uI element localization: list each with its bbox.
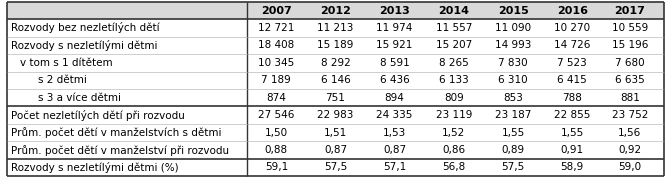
Text: 1,50: 1,50 (265, 128, 288, 138)
Text: 2014: 2014 (438, 6, 469, 15)
Text: 1,51: 1,51 (324, 128, 347, 138)
Text: 1,52: 1,52 (442, 128, 466, 138)
Text: 809: 809 (444, 93, 464, 103)
Text: 23 119: 23 119 (435, 110, 472, 120)
Text: Počet nezletílých dětí při rozvodu: Počet nezletílých dětí při rozvodu (11, 110, 185, 121)
Text: 23 752: 23 752 (611, 110, 648, 120)
Text: 18 408: 18 408 (258, 40, 295, 50)
Text: 15 196: 15 196 (611, 40, 648, 50)
Text: 2012: 2012 (320, 6, 351, 15)
Text: Rozvody bez nezletílých dětí: Rozvody bez nezletílých dětí (11, 22, 159, 33)
Text: 11 557: 11 557 (435, 23, 472, 33)
Text: 11 213: 11 213 (317, 23, 354, 33)
Text: 0,87: 0,87 (383, 145, 406, 155)
Text: 10 270: 10 270 (554, 23, 590, 33)
Text: 751: 751 (325, 93, 346, 103)
Text: 7 523: 7 523 (558, 58, 587, 68)
Bar (7, 141, 664, 159)
Text: 7 680: 7 680 (615, 58, 645, 68)
Bar (7, 89, 664, 106)
Text: 881: 881 (620, 93, 639, 103)
Text: 6 146: 6 146 (321, 75, 350, 85)
Text: 0,92: 0,92 (618, 145, 641, 155)
Text: Rozvody s nezletílými dětmi: Rozvody s nezletílými dětmi (11, 40, 157, 51)
Text: s 3 a více dětmi: s 3 a více dětmi (38, 93, 121, 103)
Text: 7 189: 7 189 (262, 75, 291, 85)
Text: v tom s 1 dítětem: v tom s 1 dítětem (20, 58, 113, 68)
Bar (7, 37, 664, 54)
Text: 58,9: 58,9 (560, 163, 584, 172)
Text: 14 726: 14 726 (554, 40, 590, 50)
Bar (7, 72, 664, 89)
Text: 6 133: 6 133 (439, 75, 469, 85)
Text: 2015: 2015 (498, 6, 529, 15)
Text: 2013: 2013 (379, 6, 410, 15)
Bar (7, 54, 664, 72)
Text: 874: 874 (266, 93, 287, 103)
Text: 12 721: 12 721 (258, 23, 295, 33)
Text: 23 187: 23 187 (495, 110, 531, 120)
Text: 8 292: 8 292 (321, 58, 350, 68)
Text: 10 559: 10 559 (612, 23, 648, 33)
Text: 2017: 2017 (615, 6, 646, 15)
Text: 59,0: 59,0 (618, 163, 641, 172)
Text: 1,55: 1,55 (560, 128, 584, 138)
Text: 6 635: 6 635 (615, 75, 645, 85)
Text: 6 415: 6 415 (558, 75, 587, 85)
Text: 0,89: 0,89 (501, 145, 525, 155)
Text: 57,5: 57,5 (324, 163, 347, 172)
Text: 7 830: 7 830 (499, 58, 528, 68)
Text: 8 265: 8 265 (439, 58, 469, 68)
Text: 11 090: 11 090 (495, 23, 531, 33)
Text: 6 436: 6 436 (380, 75, 409, 85)
Text: 57,1: 57,1 (383, 163, 407, 172)
Text: 2007: 2007 (261, 6, 292, 15)
Text: Prům. počet dětí v manželství při rozvodu: Prům. počet dětí v manželství při rozvod… (11, 145, 229, 156)
Text: 57,5: 57,5 (501, 163, 525, 172)
Text: 0,88: 0,88 (265, 145, 288, 155)
Text: 22 855: 22 855 (554, 110, 590, 120)
Text: 853: 853 (503, 93, 523, 103)
Text: 0,86: 0,86 (442, 145, 466, 155)
Text: Rozvody s nezletílými dětmi (%): Rozvody s nezletílými dětmi (%) (11, 162, 178, 173)
Text: 6 310: 6 310 (499, 75, 528, 85)
Text: 0,91: 0,91 (561, 145, 584, 155)
Text: 1,56: 1,56 (618, 128, 641, 138)
Text: 27 546: 27 546 (258, 110, 295, 120)
Text: 10 345: 10 345 (258, 58, 295, 68)
Text: 1,55: 1,55 (501, 128, 525, 138)
Text: 894: 894 (384, 93, 405, 103)
Text: 24 335: 24 335 (376, 110, 413, 120)
Text: 22 983: 22 983 (317, 110, 354, 120)
Text: 14 993: 14 993 (495, 40, 531, 50)
Bar (7, 124, 664, 141)
Text: s 2 dětmi: s 2 dětmi (38, 75, 87, 85)
Bar (7, 106, 664, 124)
Bar (7, 2, 664, 19)
Text: 15 921: 15 921 (376, 40, 413, 50)
Text: 2016: 2016 (557, 6, 588, 15)
Text: 11 974: 11 974 (376, 23, 413, 33)
Text: 56,8: 56,8 (442, 163, 466, 172)
Text: 1,53: 1,53 (383, 128, 407, 138)
Text: 0,87: 0,87 (324, 145, 347, 155)
Text: 8 591: 8 591 (380, 58, 409, 68)
Text: 59,1: 59,1 (264, 163, 288, 172)
Text: 788: 788 (562, 93, 582, 103)
Text: 15 207: 15 207 (435, 40, 472, 50)
Bar (7, 19, 664, 37)
Text: Prům. počet dětí v manželstvích s dětmi: Prům. počet dětí v manželstvích s dětmi (11, 127, 221, 138)
Bar (7, 159, 664, 176)
Text: 15 189: 15 189 (317, 40, 354, 50)
